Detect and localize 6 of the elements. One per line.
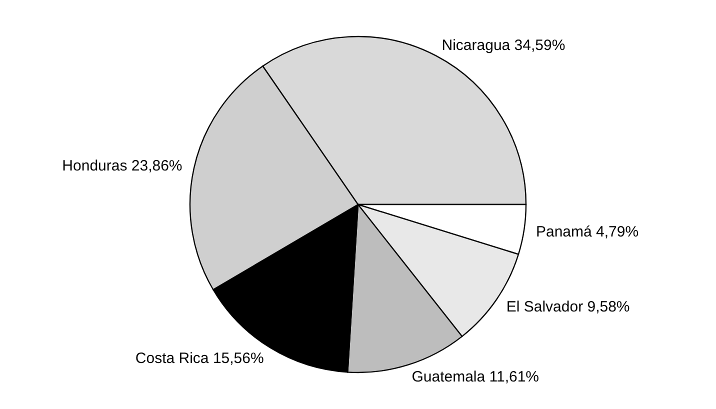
- slice-label: Panamá 4,79%: [536, 223, 639, 240]
- slice-label: Honduras 23,86%: [62, 158, 182, 175]
- slice-label: El Salvador 9,58%: [506, 298, 630, 316]
- slice-label: Costa Rica 15,56%: [135, 350, 264, 367]
- slice-label: Nicaragua 34,59%: [442, 37, 566, 54]
- slice-label: Guatemala 11,61%: [412, 368, 540, 386]
